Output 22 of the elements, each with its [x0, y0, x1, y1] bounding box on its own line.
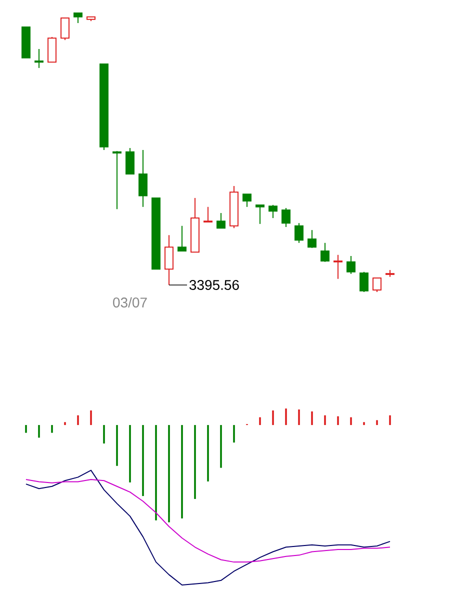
candlestick	[74, 12, 82, 24]
candlestick	[216, 212, 226, 229]
candlestick	[268, 204, 278, 219]
candlestick	[112, 150, 122, 210]
candlestick	[346, 256, 356, 274]
candlestick	[256, 204, 264, 224]
candlestick	[242, 194, 252, 208]
candlestick	[178, 225, 186, 252]
candlestick	[204, 206, 212, 222]
candlestick	[138, 149, 148, 208]
candlestick	[360, 271, 368, 292]
candlestick	[164, 234, 174, 286]
annotation: 3395.56	[189, 280, 239, 290]
candlestick	[282, 208, 290, 228]
candlestick	[126, 148, 134, 174]
candlestick	[34, 48, 44, 68]
candlestick	[320, 242, 330, 262]
candlestick	[190, 197, 200, 253]
x-tick-label: 03/07	[113, 297, 147, 308]
candlestick	[294, 222, 304, 244]
candlestick	[308, 230, 316, 248]
candlestick	[334, 254, 342, 280]
